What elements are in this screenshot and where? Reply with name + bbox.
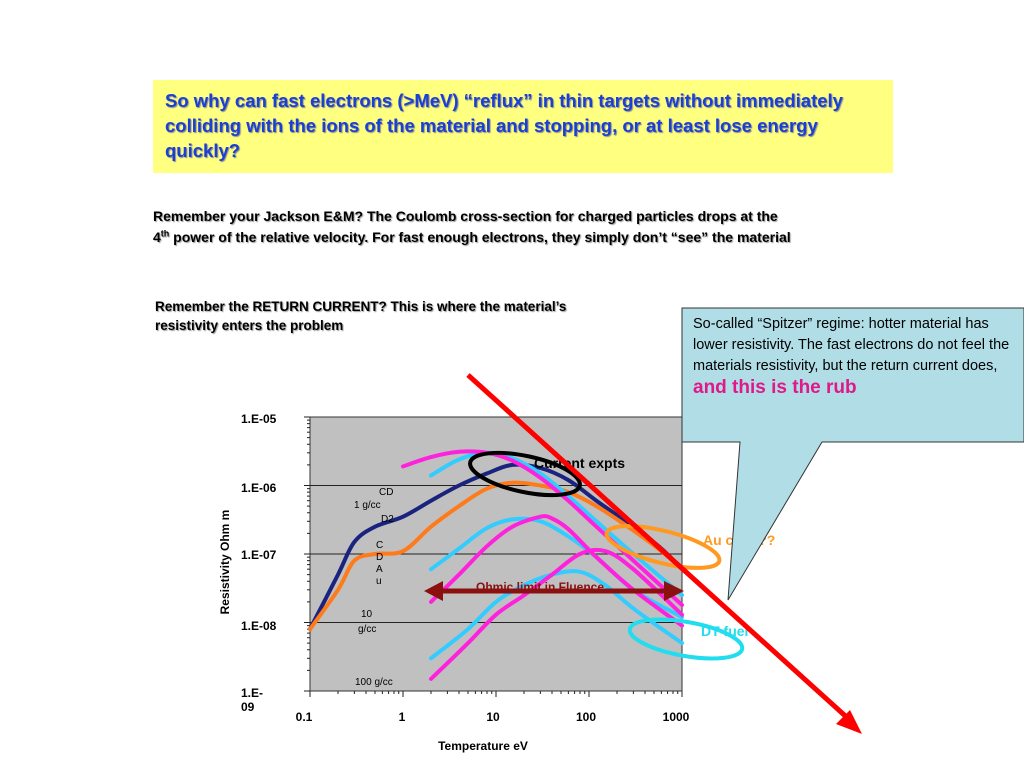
- return-current-note: Remember the RETURN CURRENT? This is whe…: [155, 299, 567, 333]
- curve-label: D2: [381, 514, 394, 525]
- curve-label: D: [376, 552, 383, 563]
- x-tick-labels: 0.1 1 10 100 1000: [296, 710, 690, 724]
- minor-ticks: [304, 416, 683, 697]
- y-tick-labels: 1.E-05 1.E-06 1.E-07 1.E-08 1.E-09: [241, 412, 277, 714]
- curve-label: g/cc: [358, 624, 376, 635]
- question-box: So why can fast electrons (>MeV) “reflux…: [153, 80, 893, 173]
- ohmic-limit-arrow: [424, 581, 684, 601]
- current-expts-ring: [468, 450, 582, 498]
- curve-label: A: [376, 564, 383, 575]
- y-tick-label: 1.E-08: [241, 619, 277, 633]
- jackson-note-line2: 4th power of the relative velocity. For …: [153, 227, 953, 248]
- jackson-note-line2-rest: power of the relative velocity. For fast…: [169, 229, 791, 245]
- big-red-arrow: [466, 373, 854, 724]
- jackson-note: Remember your Jackson E&M? The Coulomb c…: [153, 206, 953, 248]
- x-tick-label: 100: [576, 710, 596, 724]
- question-text: So why can fast electrons (>MeV) “reflux…: [165, 90, 843, 161]
- series-line-au: [429, 514, 684, 628]
- jackson-power: 4: [153, 229, 161, 245]
- curve-labels: CD 1 g/cc D2 C D A u 10 g/cc 100 g/cc: [354, 487, 394, 688]
- y-tick-label: 1.E-06: [241, 481, 277, 495]
- series-line-dt: [429, 450, 684, 598]
- y-axis-label: Resistivity Ohm m: [218, 510, 232, 615]
- dt-fuel-ring: [627, 617, 745, 661]
- x-tick-label: 0.1: [296, 710, 313, 724]
- series-line-au: [429, 547, 684, 681]
- jackson-note-line1: Remember your Jackson E&M? The Coulomb c…: [153, 208, 778, 224]
- dt-fuel-label: DT fuel: [701, 623, 748, 639]
- y-tick-label: 1.E-07: [241, 548, 277, 562]
- y-tick-label-split: 1.E-09: [241, 686, 263, 714]
- x-axis-label: Temperature eV: [438, 739, 528, 753]
- series-line-c: [308, 480, 684, 632]
- jackson-power-sup: th: [160, 228, 170, 239]
- y-tick-label: 1.E-05: [241, 412, 277, 426]
- callout-body: So-called “Spitzer” regime: hotter mater…: [693, 316, 1010, 374]
- series-line-cd: [308, 462, 684, 632]
- callout-highlight: and this is the rub: [693, 377, 857, 398]
- x-tick-label: 1: [399, 710, 406, 724]
- curve-label: 1 g/cc: [354, 500, 381, 511]
- x-tick-label: 10: [486, 710, 500, 724]
- curve-label: CD: [379, 487, 393, 498]
- curve-label: u: [376, 576, 382, 587]
- callout-bubble: [681, 307, 1024, 601]
- curve-label: 100 g/cc: [355, 677, 393, 688]
- au-cold-ring: [604, 524, 722, 570]
- big-red-arrow-head: [836, 710, 862, 734]
- callout-text: So-called “Spitzer” regime: hotter mater…: [693, 314, 1018, 400]
- curve-label: C: [376, 540, 383, 551]
- x-tick-label: 1000: [663, 710, 690, 724]
- curve-label: 10: [361, 609, 373, 620]
